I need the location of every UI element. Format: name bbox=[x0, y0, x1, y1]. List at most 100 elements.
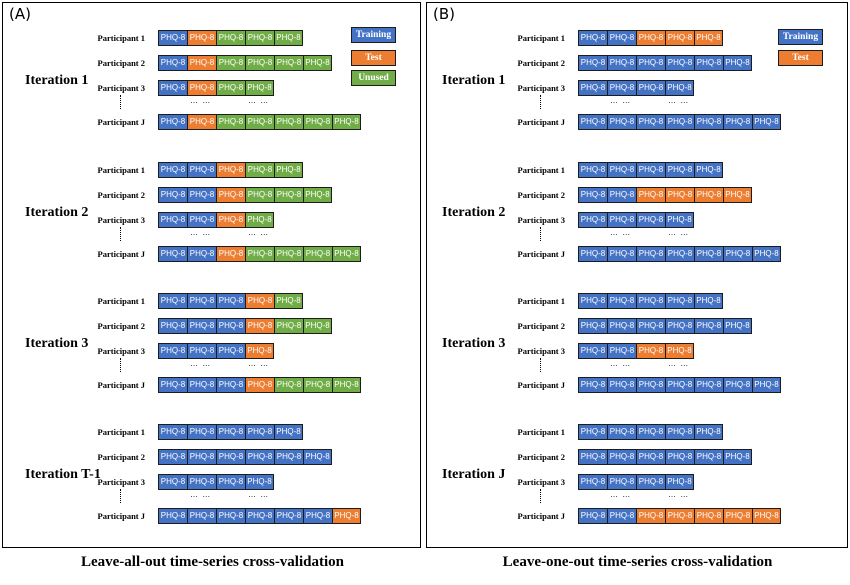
phq8-cell-training: PHQ-8 bbox=[636, 80, 665, 96]
participant-row: PHQ-8 PHQ-8 PHQ-8 PHQ-8 PHQ-8 PHQ-8 PHQ-8 bbox=[158, 246, 361, 262]
phq8-cell-training: PHQ-8 bbox=[665, 80, 694, 96]
phq8-cell-training: PHQ-8 bbox=[216, 508, 245, 524]
iteration-label: Iteration T-1 bbox=[25, 467, 101, 482]
phq8-cell-unused: PHQ-8 bbox=[216, 80, 245, 96]
participant-label: Participant 3 bbox=[517, 83, 565, 93]
participant-label: Participant J bbox=[97, 511, 145, 521]
phq8-cell-unused: PHQ-8 bbox=[303, 187, 332, 203]
participant-row: PHQ-8 PHQ-8 PHQ-8 PHQ-8 PHQ-8 PHQ-8 bbox=[158, 449, 332, 465]
participant-row: PHQ-8 PHQ-8 PHQ-8 PHQ-8 bbox=[158, 80, 274, 96]
participant-label: Participant 2 bbox=[517, 321, 565, 331]
ellipsis: … … bbox=[248, 96, 270, 105]
vertical-ellipsis bbox=[540, 358, 547, 372]
vertical-ellipsis bbox=[540, 489, 547, 503]
phq8-cell-unused: PHQ-8 bbox=[274, 114, 303, 130]
phq8-cell-unused: PHQ-8 bbox=[332, 246, 361, 262]
phq8-cell-test: PHQ-8 bbox=[636, 187, 665, 203]
participant-label: Participant 3 bbox=[517, 346, 565, 356]
phq8-cell-training: PHQ-8 bbox=[607, 474, 636, 490]
participant-row: PHQ-8 PHQ-8 PHQ-8 PHQ-8 bbox=[158, 474, 274, 490]
phq8-cell-unused: PHQ-8 bbox=[274, 30, 303, 46]
participant-label: Participant 2 bbox=[97, 321, 145, 331]
participant-label: Participant J bbox=[517, 117, 565, 127]
phq8-cell-training: PHQ-8 bbox=[723, 55, 752, 71]
phq8-cell-training: PHQ-8 bbox=[158, 343, 187, 359]
phq8-cell-training: PHQ-8 bbox=[216, 449, 245, 465]
phq8-cell-training: PHQ-8 bbox=[216, 474, 245, 490]
participant-row: PHQ-8 PHQ-8 PHQ-8 PHQ-8 PHQ-8 bbox=[158, 424, 303, 440]
phq8-cell-training: PHQ-8 bbox=[245, 424, 274, 440]
participant-label: Participant J bbox=[97, 380, 145, 390]
panel-tag: (A) bbox=[9, 5, 31, 23]
phq8-cell-training: PHQ-8 bbox=[158, 212, 187, 228]
phq8-cell-training: PHQ-8 bbox=[607, 377, 636, 393]
phq8-cell-test: PHQ-8 bbox=[665, 343, 694, 359]
participant-row: PHQ-8 PHQ-8 PHQ-8 PHQ-8 PHQ-8 PHQ-8 bbox=[578, 187, 752, 203]
participant-label: Participant 1 bbox=[97, 33, 145, 43]
phq8-cell-training: PHQ-8 bbox=[607, 162, 636, 178]
participant-label: Participant 3 bbox=[97, 346, 145, 356]
phq8-cell-training: PHQ-8 bbox=[607, 293, 636, 309]
phq8-cell-test: PHQ-8 bbox=[187, 30, 216, 46]
phq8-cell-training: PHQ-8 bbox=[694, 377, 723, 393]
phq8-cell-test: PHQ-8 bbox=[245, 343, 274, 359]
phq8-cell-training: PHQ-8 bbox=[187, 246, 216, 262]
phq8-cell-training: PHQ-8 bbox=[578, 343, 607, 359]
phq8-cell-unused: PHQ-8 bbox=[274, 318, 303, 334]
phq8-cell-training: PHQ-8 bbox=[578, 114, 607, 130]
phq8-cell-unused: PHQ-8 bbox=[245, 212, 274, 228]
phq8-cell-training: PHQ-8 bbox=[607, 55, 636, 71]
phq8-cell-training: PHQ-8 bbox=[636, 318, 665, 334]
ellipsis: … … bbox=[190, 359, 212, 368]
participant-label: Participant 1 bbox=[517, 427, 565, 437]
ellipsis: … … bbox=[248, 490, 270, 499]
participant-label: Participant 2 bbox=[517, 190, 565, 200]
participant-row: PHQ-8 PHQ-8 PHQ-8 PHQ-8 PHQ-8 bbox=[578, 30, 723, 46]
participant-label: Participant 2 bbox=[97, 58, 145, 68]
phq8-cell-training: PHQ-8 bbox=[694, 293, 723, 309]
ellipsis: … … bbox=[190, 228, 212, 237]
participant-label: Participant 2 bbox=[517, 452, 565, 462]
phq8-cell-training: PHQ-8 bbox=[187, 343, 216, 359]
legend-test: Test bbox=[778, 50, 823, 66]
phq8-cell-training: PHQ-8 bbox=[187, 474, 216, 490]
phq8-cell-test: PHQ-8 bbox=[636, 30, 665, 46]
vertical-ellipsis bbox=[540, 227, 547, 241]
phq8-cell-unused: PHQ-8 bbox=[332, 377, 361, 393]
phq8-cell-training: PHQ-8 bbox=[158, 377, 187, 393]
phq8-cell-training: PHQ-8 bbox=[636, 55, 665, 71]
participant-row: PHQ-8 PHQ-8 PHQ-8 PHQ-8 PHQ-8 bbox=[578, 162, 723, 178]
phq8-cell-training: PHQ-8 bbox=[578, 30, 607, 46]
phq8-cell-training: PHQ-8 bbox=[578, 212, 607, 228]
phq8-cell-training: PHQ-8 bbox=[578, 424, 607, 440]
panel-leave-one-out: (B) bbox=[426, 2, 848, 548]
phq8-cell-training: PHQ-8 bbox=[607, 508, 636, 524]
phq8-cell-training: PHQ-8 bbox=[578, 449, 607, 465]
participant-row: PHQ-8 PHQ-8 PHQ-8 PHQ-8 bbox=[578, 474, 694, 490]
phq8-cell-unused: PHQ-8 bbox=[245, 162, 274, 178]
phq8-cell-training: PHQ-8 bbox=[694, 246, 723, 262]
phq8-cell-training: PHQ-8 bbox=[187, 187, 216, 203]
phq8-cell-unused: PHQ-8 bbox=[274, 55, 303, 71]
phq8-cell-training: PHQ-8 bbox=[636, 114, 665, 130]
phq8-cell-unused: PHQ-8 bbox=[303, 55, 332, 71]
phq8-cell-unused: PHQ-8 bbox=[216, 30, 245, 46]
participant-row: PHQ-8 PHQ-8 PHQ-8 PHQ-8 PHQ-8 PHQ-8 PHQ-8 bbox=[158, 508, 361, 524]
phq8-cell-training: PHQ-8 bbox=[187, 377, 216, 393]
phq8-cell-training: PHQ-8 bbox=[665, 424, 694, 440]
phq8-cell-training: PHQ-8 bbox=[158, 187, 187, 203]
phq8-cell-unused: PHQ-8 bbox=[245, 80, 274, 96]
phq8-cell-training: PHQ-8 bbox=[723, 114, 752, 130]
phq8-cell-training: PHQ-8 bbox=[607, 449, 636, 465]
phq8-cell-training: PHQ-8 bbox=[694, 162, 723, 178]
phq8-cell-unused: PHQ-8 bbox=[274, 377, 303, 393]
participant-label: Participant J bbox=[97, 249, 145, 259]
vertical-ellipsis bbox=[120, 227, 127, 241]
phq8-cell-training: PHQ-8 bbox=[187, 212, 216, 228]
participant-row: PHQ-8 PHQ-8 PHQ-8 PHQ-8 bbox=[578, 212, 694, 228]
phq8-cell-test: PHQ-8 bbox=[187, 55, 216, 71]
participant-row: PHQ-8 PHQ-8 PHQ-8 PHQ-8 PHQ-8 bbox=[158, 30, 303, 46]
phq8-cell-test: PHQ-8 bbox=[665, 187, 694, 203]
participant-row: PHQ-8 PHQ-8 PHQ-8 PHQ-8 PHQ-8 PHQ-8 PHQ-8 bbox=[578, 246, 781, 262]
phq8-cell-test: PHQ-8 bbox=[332, 508, 361, 524]
